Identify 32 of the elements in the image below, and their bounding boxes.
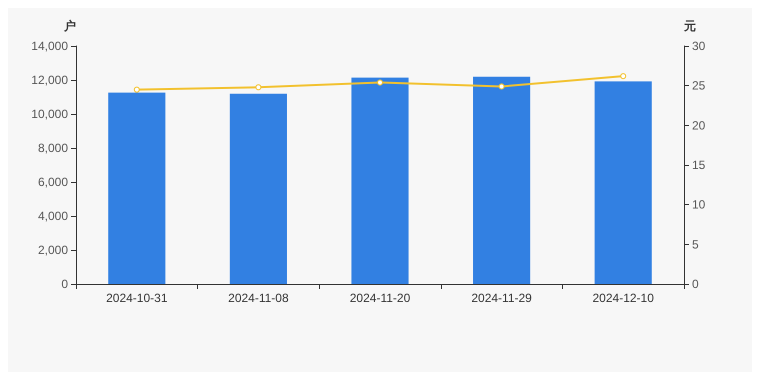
x-tick-label: 2024-10-31 bbox=[106, 291, 168, 305]
x-tick-label: 2024-12-10 bbox=[592, 291, 654, 305]
y2-axis-title: 元 bbox=[683, 19, 696, 33]
point bbox=[255, 84, 262, 90]
y2-tick-label: 15 bbox=[692, 158, 706, 172]
y2-tick-label: 30 bbox=[692, 39, 706, 53]
y-axis-title: 户 bbox=[63, 19, 76, 33]
y-tick-label: 8,000 bbox=[38, 141, 68, 155]
bar bbox=[230, 94, 287, 284]
y2-tick-label: 10 bbox=[692, 198, 706, 212]
y-tick-label: 2,000 bbox=[38, 243, 68, 257]
bar bbox=[594, 81, 652, 284]
y2-tick-label: 5 bbox=[692, 237, 699, 252]
x-tick-label: 2024-11-29 bbox=[471, 291, 532, 305]
bar bbox=[473, 76, 530, 284]
point bbox=[620, 73, 626, 80]
point bbox=[134, 86, 140, 93]
point bbox=[377, 79, 383, 86]
bar bbox=[351, 78, 409, 284]
y-tick-label: 0 bbox=[61, 277, 68, 291]
x-tick-label: 2024-11-20 bbox=[350, 291, 411, 305]
x-tick-label: 2024-11-08 bbox=[228, 291, 289, 305]
y2-tick-label: 20 bbox=[692, 118, 706, 132]
bar bbox=[108, 92, 166, 284]
y-tick-label: 4,000 bbox=[38, 209, 68, 223]
y-tick-label: 12,000 bbox=[31, 73, 68, 87]
y-tick-label: 6,000 bbox=[38, 175, 68, 189]
y-tick-label: 14,000 bbox=[31, 39, 68, 53]
y2-tick-label: 0 bbox=[692, 277, 699, 291]
y2-tick-label: 25 bbox=[692, 78, 706, 93]
y-tick-label: 10,000 bbox=[31, 107, 68, 121]
point bbox=[498, 83, 505, 90]
